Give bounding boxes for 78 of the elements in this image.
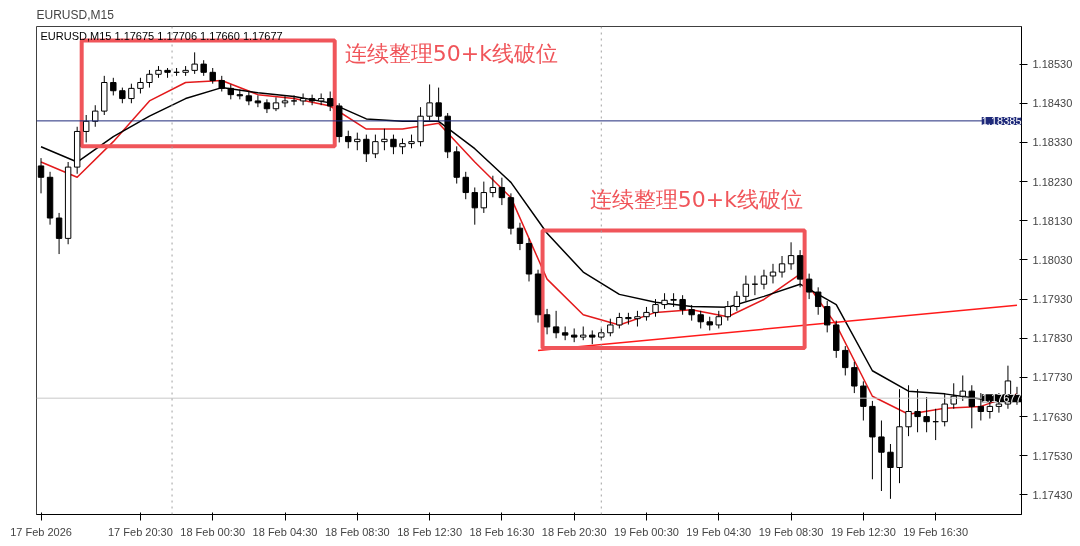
- x-tick-label: 19 Feb 00:30: [614, 525, 679, 538]
- candlestick: [471, 186, 478, 226]
- candlestick: [326, 91, 334, 112]
- y-tick-label: 1.18430: [1032, 97, 1073, 110]
- candlestick: [372, 134, 379, 159]
- x-tick-label: 18 Feb 08:30: [324, 525, 390, 538]
- candlestick: [760, 269, 768, 290]
- y-tick-label: 1.17630: [1032, 410, 1073, 423]
- candlestick: [308, 94, 316, 106]
- candlestick: [842, 345, 849, 376]
- x-tick-label: 19 Feb 16:30: [903, 525, 969, 538]
- y-tick-label: 1.17930: [1032, 293, 1073, 306]
- candlestick: [679, 294, 686, 316]
- candlestick: [426, 83, 433, 122]
- y-tick-label: 1.17530: [1032, 449, 1073, 462]
- candlestick: [543, 308, 551, 335]
- ref-line-label: 1.18385: [981, 114, 1022, 127]
- x-tick-label: 19 Feb 08:30: [758, 525, 824, 538]
- x-tick-label: 19 Feb 12:30: [830, 525, 896, 538]
- y-tick-label: 1.17830: [1032, 332, 1073, 345]
- annotation: 连续整理50+k线破位: [589, 186, 803, 212]
- x-tick-label: 17 Feb 20:30: [108, 525, 173, 538]
- ref-line-label: 1.17677: [981, 392, 1022, 405]
- candlestick: [37, 157, 45, 194]
- y-tick-label: 1.17730: [1032, 371, 1073, 384]
- candlestick: [254, 94, 262, 108]
- candlestick: [92, 104, 99, 128]
- candlestick: [299, 92, 307, 106]
- y-tick-label: 1.17430: [1032, 488, 1073, 501]
- candlestick: [769, 263, 777, 284]
- x-tick-label: 18 Feb 20:30: [541, 525, 607, 538]
- chart-title: EURUSD,M15: [36, 7, 115, 22]
- candlestick: [796, 249, 804, 288]
- y-tick-label: 1.18230: [1032, 175, 1073, 188]
- candlestick: [742, 275, 750, 302]
- candlestick: [787, 241, 795, 271]
- candlestick: [805, 273, 813, 300]
- candlestick: [390, 134, 397, 155]
- candlestick: [498, 177, 506, 206]
- candlestick: [272, 96, 280, 112]
- candlestick: [435, 87, 442, 122]
- chart-subtitle: EURUSD,M15 1.17675 1.17706 1.17660 1.17677: [40, 29, 283, 42]
- candlestick: [290, 94, 298, 106]
- candlestick: [263, 98, 271, 114]
- x-tick-label: 19 Feb 04:30: [686, 525, 752, 538]
- candlestick: [824, 300, 831, 333]
- candlestick: [462, 171, 469, 200]
- x-tick-label: 18 Feb 04:30: [252, 525, 318, 538]
- y-tick-label: 1.18130: [1032, 214, 1073, 227]
- candlestick: [778, 255, 786, 279]
- candlestick: [561, 326, 569, 341]
- candlestick: [128, 83, 135, 104]
- x-tick-label: 18 Feb 12:30: [397, 525, 463, 538]
- candlestick: [724, 300, 732, 322]
- candlestick: [552, 310, 560, 339]
- candlestick: [814, 286, 822, 316]
- candlestick: [381, 128, 388, 151]
- x-tick-label: 17 Feb 2026: [10, 525, 72, 538]
- annotation: 连续整理50+k线破位: [344, 40, 558, 66]
- y-tick-label: 1.18330: [1032, 136, 1073, 149]
- y-tick-label: 1.18030: [1032, 253, 1073, 266]
- candlestick: [887, 443, 894, 500]
- candlestick: [363, 134, 370, 163]
- candlestick: [55, 212, 63, 255]
- candlestick: [733, 290, 741, 312]
- x-tick-label: 18 Feb 16:30: [469, 525, 535, 538]
- candlestick: [82, 114, 90, 143]
- candlestick: [516, 222, 524, 251]
- candlestick: [281, 95, 289, 108]
- candlestick: [878, 420, 885, 492]
- y-tick-label: 1.18530: [1032, 58, 1073, 71]
- candlestick: [480, 181, 488, 214]
- candlestick: [851, 361, 858, 394]
- candlestick: [923, 396, 930, 433]
- x-tick-label: 18 Feb 00:30: [180, 525, 246, 538]
- candlestick: [860, 380, 867, 421]
- candlestick: [191, 51, 198, 75]
- candlestick: [489, 175, 497, 198]
